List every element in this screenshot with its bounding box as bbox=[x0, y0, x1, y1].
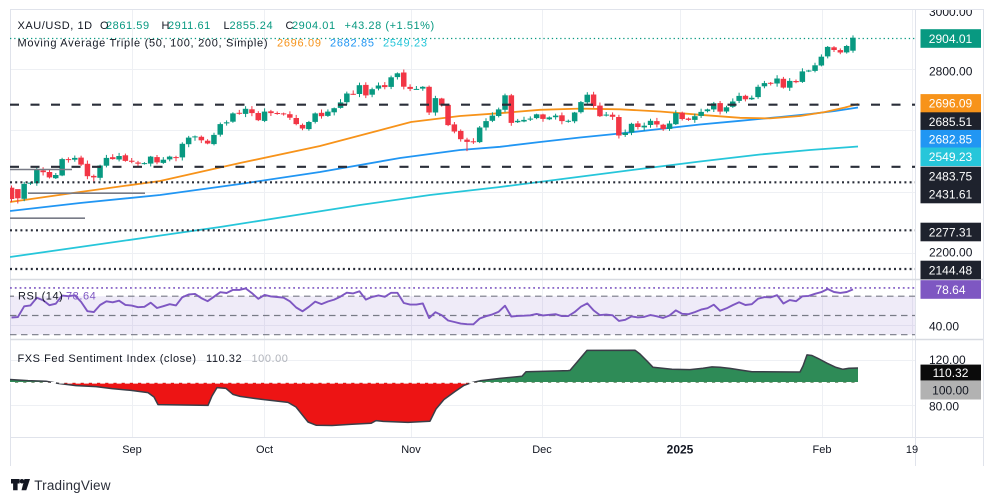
svg-text:19: 19 bbox=[906, 444, 918, 456]
svg-text:Moving Average Triple (50, 100: Moving Average Triple (50, 100, 200, Sim… bbox=[18, 38, 428, 50]
svg-text:120.00: 120.00 bbox=[929, 353, 966, 367]
svg-text:2549.23: 2549.23 bbox=[929, 150, 973, 164]
svg-text:2025: 2025 bbox=[667, 443, 694, 457]
svg-text:2904.01: 2904.01 bbox=[929, 32, 973, 46]
svg-text:78.64: 78.64 bbox=[935, 283, 965, 297]
svg-text:80.00: 80.00 bbox=[929, 400, 959, 414]
svg-text:2144.48: 2144.48 bbox=[929, 263, 973, 277]
svg-text:RSI (14)78.64: RSI (14) 78.64 bbox=[18, 291, 96, 303]
svg-text:Feb: Feb bbox=[813, 444, 832, 456]
svg-text:Nov: Nov bbox=[401, 444, 421, 456]
svg-text:2200.00: 2200.00 bbox=[929, 245, 973, 259]
svg-text:Dec: Dec bbox=[532, 444, 552, 456]
svg-text:FXS Fed Sentiment Index (close: FXS Fed Sentiment Index (close) 110.32 100… bbox=[18, 353, 289, 365]
svg-text:110.32: 110.32 bbox=[933, 366, 969, 380]
svg-text:2277.31: 2277.31 bbox=[929, 225, 973, 239]
svg-text:Oct: Oct bbox=[256, 444, 273, 456]
svg-text:2483.75: 2483.75 bbox=[929, 169, 973, 183]
svg-text:2431.61: 2431.61 bbox=[929, 187, 973, 201]
svg-text:3000.00: 3000.00 bbox=[929, 5, 973, 19]
svg-text:2800.00: 2800.00 bbox=[929, 64, 973, 78]
svg-text:100.00: 100.00 bbox=[932, 384, 969, 398]
svg-text:TradingView: TradingView bbox=[34, 478, 111, 493]
svg-text:2685.51: 2685.51 bbox=[929, 115, 973, 129]
svg-text:2682.85: 2682.85 bbox=[929, 133, 973, 147]
svg-text:Sep: Sep bbox=[122, 444, 142, 456]
svg-text:40.00: 40.00 bbox=[929, 319, 959, 333]
svg-text:2696.09: 2696.09 bbox=[929, 97, 973, 111]
